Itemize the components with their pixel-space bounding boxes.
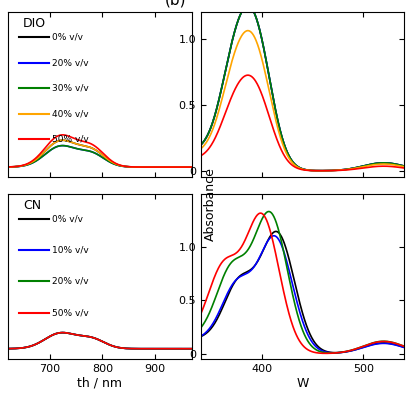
Text: 20% v/v: 20% v/v	[52, 277, 89, 286]
Text: CN: CN	[23, 199, 41, 212]
X-axis label: W: W	[296, 377, 309, 390]
Text: 40% v/v: 40% v/v	[52, 109, 89, 118]
Text: 50% v/v: 50% v/v	[52, 135, 89, 144]
Text: 0% v/v: 0% v/v	[52, 214, 83, 223]
Text: 20% v/v: 20% v/v	[52, 58, 89, 67]
Text: 0% v/v: 0% v/v	[52, 33, 83, 42]
Text: 30% v/v: 30% v/v	[52, 84, 89, 93]
Text: 50% v/v: 50% v/v	[52, 308, 89, 317]
Text: (b): (b)	[165, 0, 186, 7]
Text: DIO: DIO	[23, 17, 46, 30]
X-axis label: th / nm: th / nm	[78, 377, 122, 390]
Text: Absorbance: Absorbance	[204, 167, 217, 241]
Text: 10% v/v: 10% v/v	[52, 246, 89, 255]
